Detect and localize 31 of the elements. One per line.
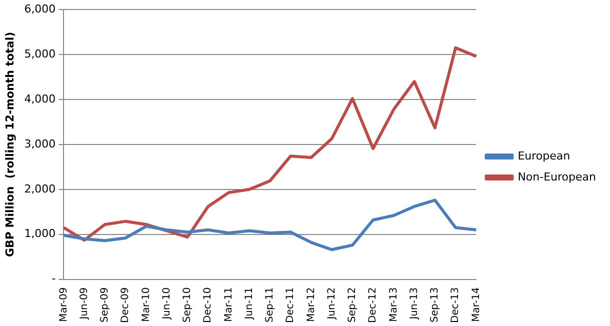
x-tick-label: Dec-10: [202, 287, 214, 324]
y-tick-label: 6,000: [24, 2, 56, 16]
x-tick-label: Mar-09: [58, 287, 70, 322]
y-tick-label: 3,000: [24, 137, 56, 150]
y-axis-title: GBP Million (rolling 12-month total): [3, 32, 16, 258]
y-tick-label: 2,000: [24, 182, 56, 196]
x-tick-label: Dec-09: [120, 287, 132, 324]
x-tick-label: Jun-09: [78, 287, 90, 320]
legend-label: Non-European: [518, 170, 596, 184]
x-tick-label: Sep-13: [430, 287, 441, 323]
x-tick-label: Jun-10: [161, 287, 172, 320]
y-tick-label: -: [52, 272, 56, 286]
x-tick-label: Mar-13: [388, 287, 400, 322]
y-tick-label: 5,000: [24, 47, 56, 60]
x-tick-label: Mar-10: [140, 287, 152, 322]
x-tick-label: Jun-13: [408, 287, 420, 320]
x-tick-label: Dec-12: [368, 287, 379, 324]
x-tick-label: Mar-11: [223, 287, 234, 322]
x-tick-label: Mar-14: [470, 287, 482, 322]
x-tick-label: Dec-13: [450, 287, 462, 324]
x-tick-label: Mar-12: [306, 287, 317, 322]
legend-label: European: [518, 149, 570, 162]
y-tick-label: 4,000: [24, 92, 56, 106]
x-tick-label: Sep-12: [347, 287, 358, 323]
x-tick-label: Dec-11: [285, 287, 296, 324]
y-tick-label: 1,000: [24, 227, 56, 240]
x-tick-label: Sep-09: [100, 287, 111, 323]
x-tick-label: Jun-11: [244, 287, 255, 320]
x-tick-label: Jun-12: [326, 287, 338, 320]
x-tick-label: Sep-11: [264, 287, 276, 323]
x-tick-label: Sep-10: [182, 287, 194, 323]
